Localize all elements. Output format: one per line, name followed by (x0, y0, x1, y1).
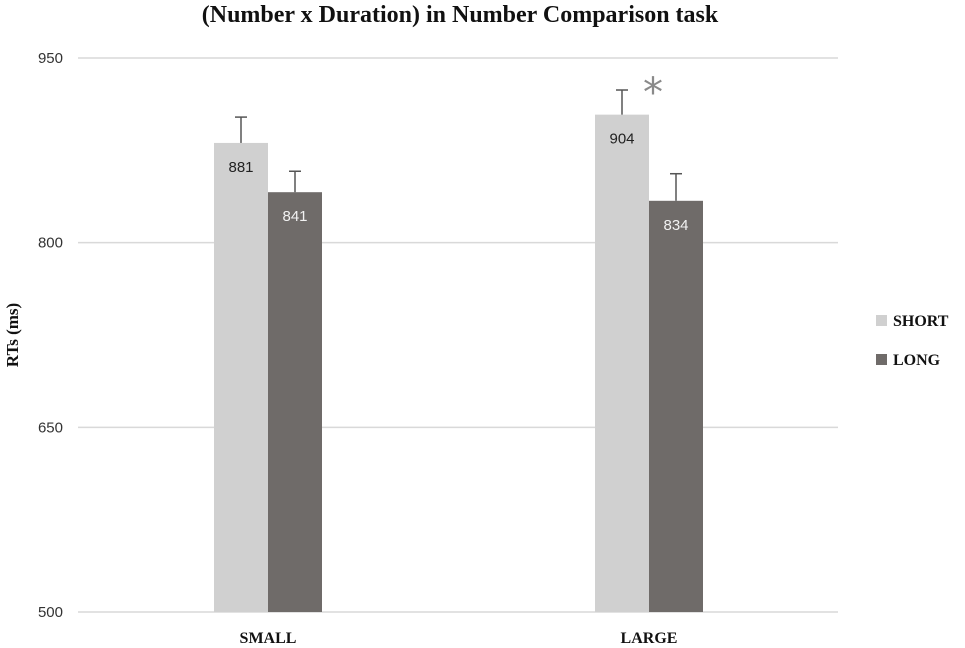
x-tick-label: SMALL (240, 630, 297, 647)
y-tick-label: 650 (38, 419, 63, 436)
y-axis-label: RTs (ms) (3, 303, 22, 367)
x-tick-label: LARGE (621, 630, 678, 647)
bar-long-large (649, 200, 703, 612)
bar-long-small (268, 192, 322, 613)
bar-short-large (595, 114, 649, 613)
legend-swatch-short (876, 315, 887, 326)
chart-title: (Number x Duration) in Number Comparison… (202, 2, 719, 28)
data-label: 841 (282, 208, 307, 225)
legend: SHORT LONG (876, 313, 949, 369)
x-axis-ticks: SMALL LARGE (240, 630, 678, 647)
y-tick-label: 950 (38, 50, 63, 67)
y-tick-label: 500 (38, 604, 63, 621)
data-label: 881 (228, 159, 253, 176)
bar-short-small (214, 142, 268, 613)
y-tick-label: 800 (38, 235, 63, 252)
legend-label-short: SHORT (893, 313, 949, 330)
significance-asterisk: * (643, 70, 663, 116)
legend-swatch-long (876, 354, 887, 365)
data-label: 834 (663, 217, 688, 234)
bars: 881 841 904 834 (214, 89, 703, 613)
data-label: 904 (609, 131, 634, 148)
y-axis-ticks: 500 650 800 950 (38, 50, 63, 621)
gridlines (78, 57, 838, 613)
annotations: * (643, 70, 663, 116)
legend-label-long: LONG (893, 352, 941, 369)
